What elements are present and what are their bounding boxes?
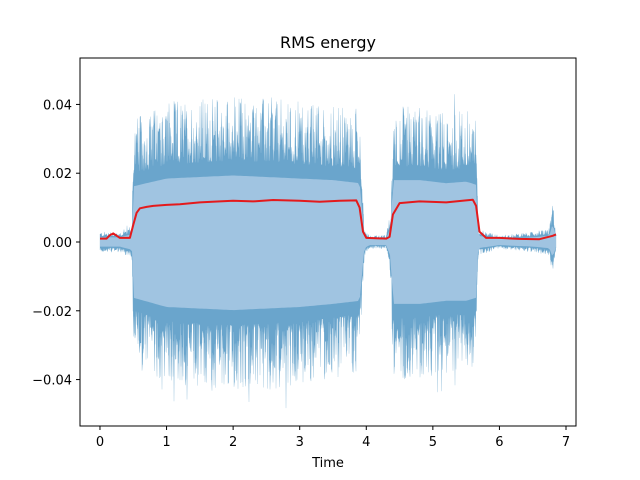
plot-clip-group <box>99 94 557 409</box>
x-axis-label: Time <box>311 456 344 471</box>
chart-title: RMS energy <box>280 33 376 52</box>
x-tick-label-5: 5 <box>429 435 437 450</box>
x-tick-label-6: 6 <box>495 435 503 450</box>
x-tick-label-1: 1 <box>162 435 170 450</box>
x-tick-label-3: 3 <box>296 435 304 450</box>
y-tick-label-1: −0.02 <box>32 305 72 320</box>
y-tick-label-2: 0.00 <box>43 236 72 251</box>
x-tick-label-7: 7 <box>562 435 570 450</box>
x-tick-label-0: 0 <box>96 435 104 450</box>
y-tick-label-3: 0.02 <box>43 167 72 182</box>
rms-line <box>100 198 557 241</box>
x-tick-label-2: 2 <box>229 435 237 450</box>
y-tick-label-4: 0.04 <box>43 98 72 113</box>
axes: 0 1 2 3 4 5 6 7 −0.04 −0.02 0.00 0.02 0.04 <box>32 57 577 450</box>
x-tick-label-4: 4 <box>362 435 370 450</box>
y-tick-label-0: −0.04 <box>32 374 72 389</box>
waveform-core <box>100 175 556 311</box>
plot-area <box>99 94 557 409</box>
